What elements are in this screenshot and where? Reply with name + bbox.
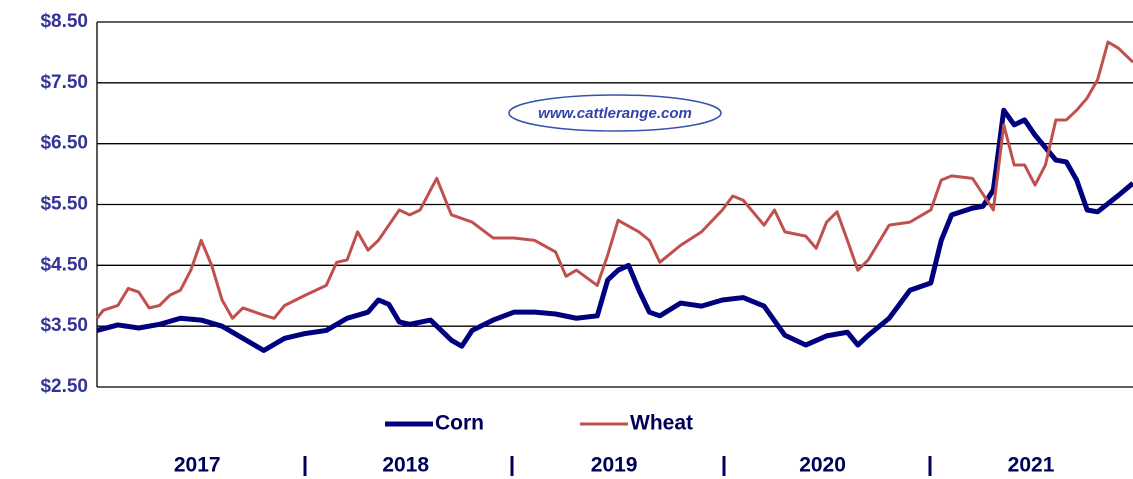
x-tick-label: 2021 <box>1008 454 1055 477</box>
legend-label: Corn <box>435 412 484 435</box>
y-tick-label: $2.50 <box>40 376 88 397</box>
y-tick-label: $5.50 <box>40 194 88 215</box>
y-tick-label: $3.50 <box>40 315 88 336</box>
watermark: www.cattlerange.com <box>538 105 692 122</box>
x-tick-label: 2017 <box>174 454 221 477</box>
x-tick-label: 2018 <box>382 454 429 477</box>
x-tick-label: 2020 <box>799 454 846 477</box>
year-separators <box>303 456 932 476</box>
legend-label: Wheat <box>630 412 693 435</box>
y-tick-label: $6.50 <box>40 133 88 154</box>
line-series <box>95 40 1133 320</box>
line-series <box>96 107 1133 353</box>
y-tick-label: $4.50 <box>40 254 88 275</box>
watermark-frame <box>508 94 722 132</box>
x-tick-label: 2019 <box>591 454 638 477</box>
y-tick-label: $7.50 <box>40 72 88 93</box>
y-tick-label: $8.50 <box>40 11 88 32</box>
